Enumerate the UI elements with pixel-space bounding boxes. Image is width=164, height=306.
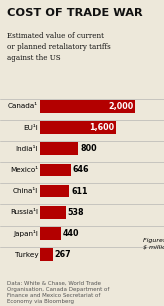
Text: Russia¹l: Russia¹l	[10, 209, 38, 215]
Text: 440: 440	[63, 229, 79, 238]
Text: EU¹l: EU¹l	[23, 125, 38, 131]
Text: 1,600: 1,600	[89, 123, 114, 132]
Text: Data: White & Chase, World Trade
Organisation, Canada Department of
Finance and : Data: White & Chase, World Trade Organis…	[7, 280, 109, 304]
Text: 2,000: 2,000	[108, 102, 133, 111]
Text: Mexico¹: Mexico¹	[10, 167, 38, 173]
Bar	[40, 185, 69, 197]
Bar	[40, 121, 116, 134]
Text: COST OF TRADE WAR: COST OF TRADE WAR	[7, 8, 142, 18]
Text: 611: 611	[71, 187, 88, 196]
Bar	[40, 100, 135, 113]
Bar	[40, 206, 66, 218]
Text: China¹l: China¹l	[13, 188, 38, 194]
Text: 538: 538	[68, 208, 84, 217]
Text: Japan¹l: Japan¹l	[13, 230, 38, 237]
Text: Figures in
$ million: Figures in $ million	[143, 238, 164, 250]
Bar	[40, 248, 53, 261]
Text: 267: 267	[55, 250, 71, 259]
Text: Canada¹: Canada¹	[8, 103, 38, 110]
Text: Turkey: Turkey	[15, 252, 38, 258]
Bar	[40, 164, 71, 176]
Text: Estimated value of current
or planned retaliatory tariffs
against the US: Estimated value of current or planned re…	[7, 32, 110, 62]
Bar	[40, 227, 61, 240]
Bar	[40, 143, 78, 155]
Text: India¹l: India¹l	[16, 146, 38, 152]
Text: 800: 800	[80, 144, 97, 153]
Text: 646: 646	[73, 166, 89, 174]
